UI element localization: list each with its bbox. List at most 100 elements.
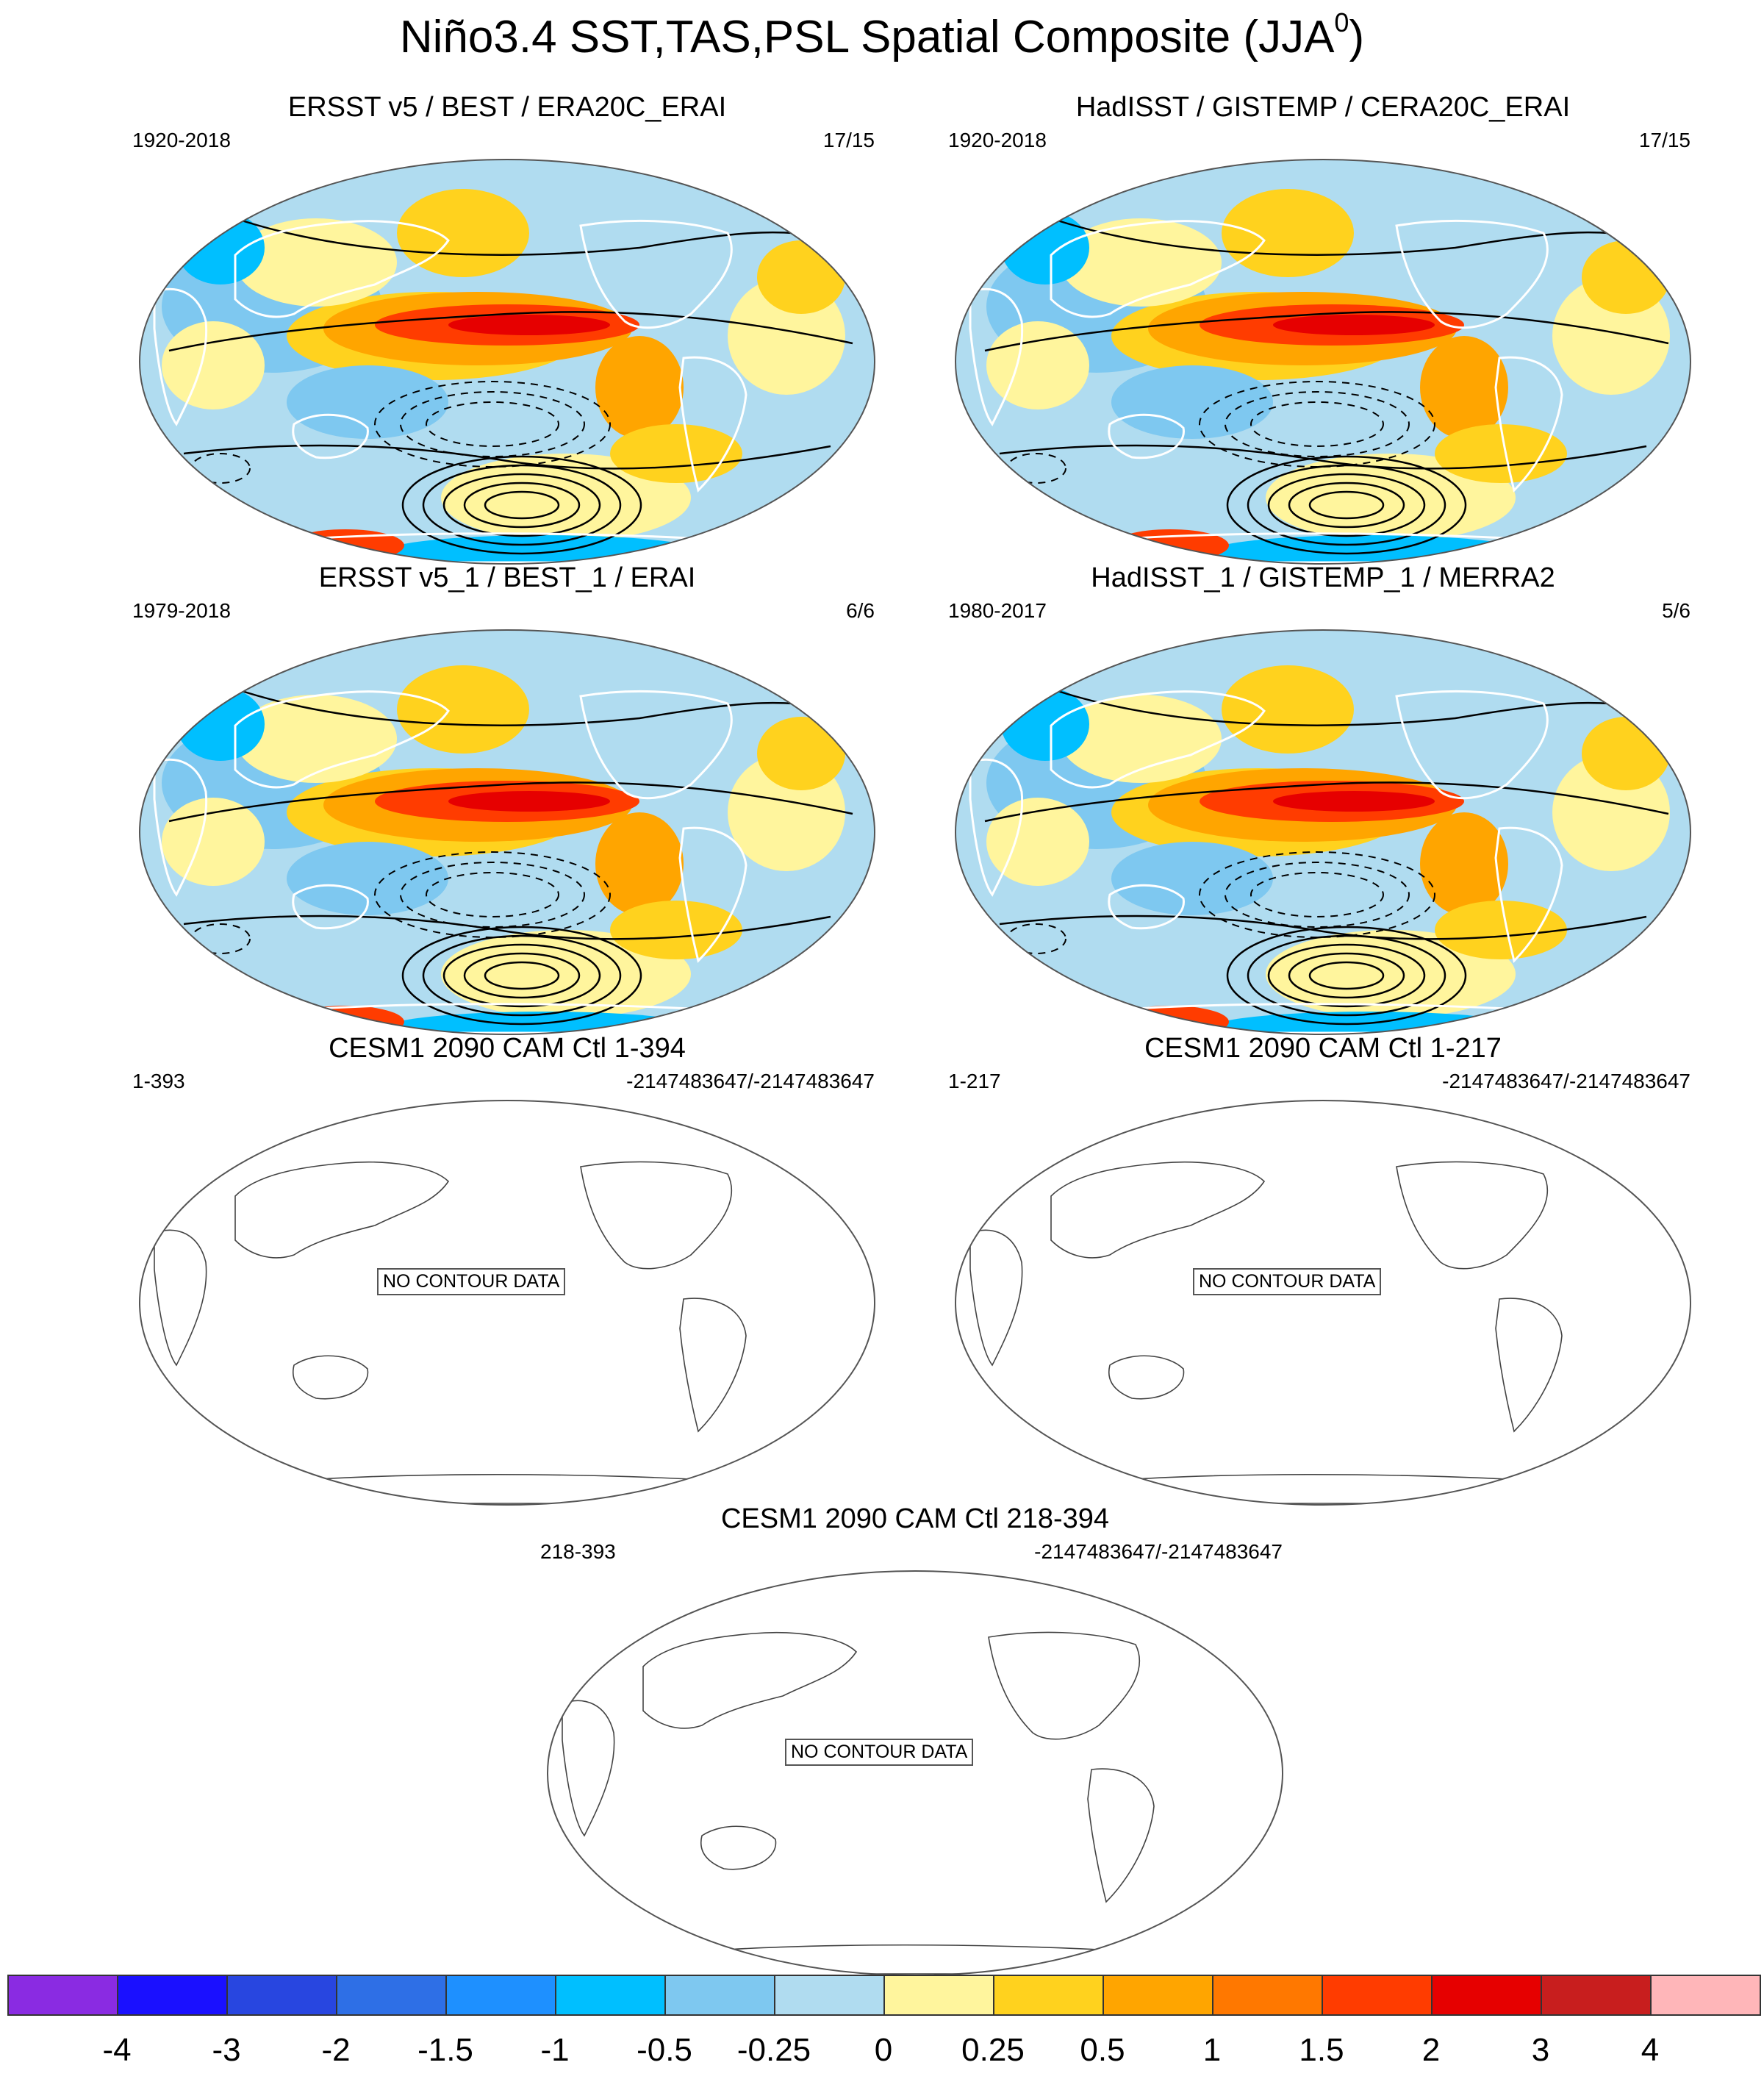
coastline <box>969 1229 1023 1367</box>
anomaly-shading <box>1111 365 1273 439</box>
map-svg <box>139 1100 875 1506</box>
colorbar-tick-label: 1 <box>1202 2032 1222 2068</box>
colorbar-segment <box>1102 1975 1213 2016</box>
map-border <box>955 629 1691 1035</box>
anomaly-shading <box>397 189 529 277</box>
panel-title: CESM1 2090 CAM Ctl 218-394 <box>720 1503 1110 1534</box>
anomaly-shading <box>448 315 610 335</box>
anomaly-shading <box>235 218 397 307</box>
colorbar-segment <box>1212 1975 1323 2016</box>
colorbar-segment <box>117 1975 228 2016</box>
coastline <box>153 287 208 426</box>
psl-contour <box>484 490 560 520</box>
colorbar-segment <box>336 1975 447 2016</box>
panel-title: ERSST v5 / BEST / ERA20C_ERAI <box>287 92 727 123</box>
psl-contour <box>463 952 581 999</box>
panel-title: HadISST_1 / GISTEMP_1 / MERRA2 <box>1091 562 1555 593</box>
psl-contour <box>234 217 831 256</box>
psl-contour-negative <box>1199 381 1435 468</box>
anomaly-shading <box>1222 665 1354 754</box>
anomaly-shading <box>162 798 265 886</box>
panel-period: 1920-2018 <box>132 129 231 151</box>
anomaly-shading <box>1435 901 1567 959</box>
coastline <box>1050 1161 1266 1259</box>
colorbar-segment <box>445 1975 556 2016</box>
psl-contour <box>1247 464 1446 546</box>
coastline <box>1086 1473 1567 1504</box>
panel-title: ERSST v5_1 / BEST_1 / ERAI <box>318 562 696 593</box>
psl-contour-negative <box>400 391 585 457</box>
colorbar-tick-label: -1.5 <box>417 2032 473 2068</box>
anomaly-shading <box>1582 717 1670 790</box>
coastline <box>969 758 1024 897</box>
map-panel-cesm1-1-394: CESM1 2090 CAM Ctl 1-394 1-393 -21474836… <box>125 1033 889 1518</box>
anomaly-shading <box>287 365 448 439</box>
no-contour-data-label: NO CONTOUR DATA <box>1193 1268 1382 1295</box>
colorbar-segment <box>555 1975 666 2016</box>
psl-contour <box>168 781 853 823</box>
panel-period: 1-393 <box>132 1070 185 1092</box>
colorbar-tick-label: 0 <box>874 2032 893 2068</box>
anomaly-shading <box>1001 211 1089 285</box>
psl-contour <box>422 934 622 1017</box>
anomaly-shading <box>287 842 448 915</box>
panel-count: 17/15 <box>822 129 875 151</box>
coastline <box>234 1161 450 1259</box>
psl-contour <box>1288 482 1405 529</box>
colorbar-segment <box>774 1975 885 2016</box>
coastline <box>988 1631 1141 1740</box>
colorbar-tick-label: 0.5 <box>1080 2032 1125 2068</box>
coastline <box>579 690 733 800</box>
anomaly-shading <box>1222 189 1354 277</box>
anomaly-shading <box>1001 687 1089 761</box>
anomaly-shading <box>1273 315 1435 335</box>
panel-count: -2147483647/-2147483647 <box>1034 1540 1283 1563</box>
world-map <box>533 1556 1297 1989</box>
anomaly-shading <box>382 1012 706 1034</box>
coastline <box>293 1355 369 1400</box>
figure-title: Niño3.4 SST,TAS,PSL Spatial Composite (J… <box>399 7 1365 62</box>
map-border <box>139 1100 875 1506</box>
map-svg <box>139 159 875 565</box>
colorbar-tick-label: -1 <box>540 2032 570 2068</box>
psl-contour-negative <box>426 401 559 447</box>
anomaly-shading <box>610 424 742 483</box>
panel-count: -2147483647/-2147483647 <box>1442 1070 1690 1092</box>
coastline <box>292 413 369 459</box>
colorbar-segment <box>883 1975 994 2016</box>
psl-contour <box>401 926 642 1026</box>
colorbar-segment <box>7 1975 118 2016</box>
psl-contour <box>1226 926 1467 1026</box>
psl-contour <box>1226 455 1467 555</box>
psl-contour <box>1288 952 1405 999</box>
anomaly-shading <box>986 798 1089 886</box>
panel-period: 1920-2018 <box>948 129 1047 151</box>
psl-contour <box>1308 490 1385 520</box>
colorbar-segment <box>1431 1975 1542 2016</box>
panel-count: 6/6 <box>846 599 875 622</box>
psl-contour-negative <box>374 381 611 468</box>
map-svg <box>955 1100 1691 1506</box>
psl-contour-negative <box>1225 862 1410 928</box>
coastline <box>1395 690 1549 800</box>
panel-title: HadISST / GISTEMP / CERA20C_ERAI <box>1075 92 1571 123</box>
world-map <box>125 145 889 577</box>
psl-contour-negative <box>374 851 611 938</box>
panel-period: 1979-2018 <box>132 599 231 622</box>
colorbar-segment <box>1541 1975 1652 2016</box>
coastline <box>1494 356 1563 493</box>
psl-contour <box>1050 217 1647 256</box>
psl-contour <box>1267 943 1426 1008</box>
map-svg <box>139 629 875 1035</box>
coastline <box>292 884 369 930</box>
psl-contour <box>1050 687 1647 726</box>
anomaly-shading <box>1060 218 1222 307</box>
anomaly-shading <box>1420 812 1508 915</box>
psl-contour <box>484 961 560 990</box>
panel-period: 1980-2017 <box>948 599 1047 622</box>
world-map <box>941 615 1705 1048</box>
coastline <box>1396 1161 1549 1270</box>
psl-contour <box>401 455 642 555</box>
coastline <box>154 1229 207 1367</box>
psl-contour <box>422 464 622 546</box>
